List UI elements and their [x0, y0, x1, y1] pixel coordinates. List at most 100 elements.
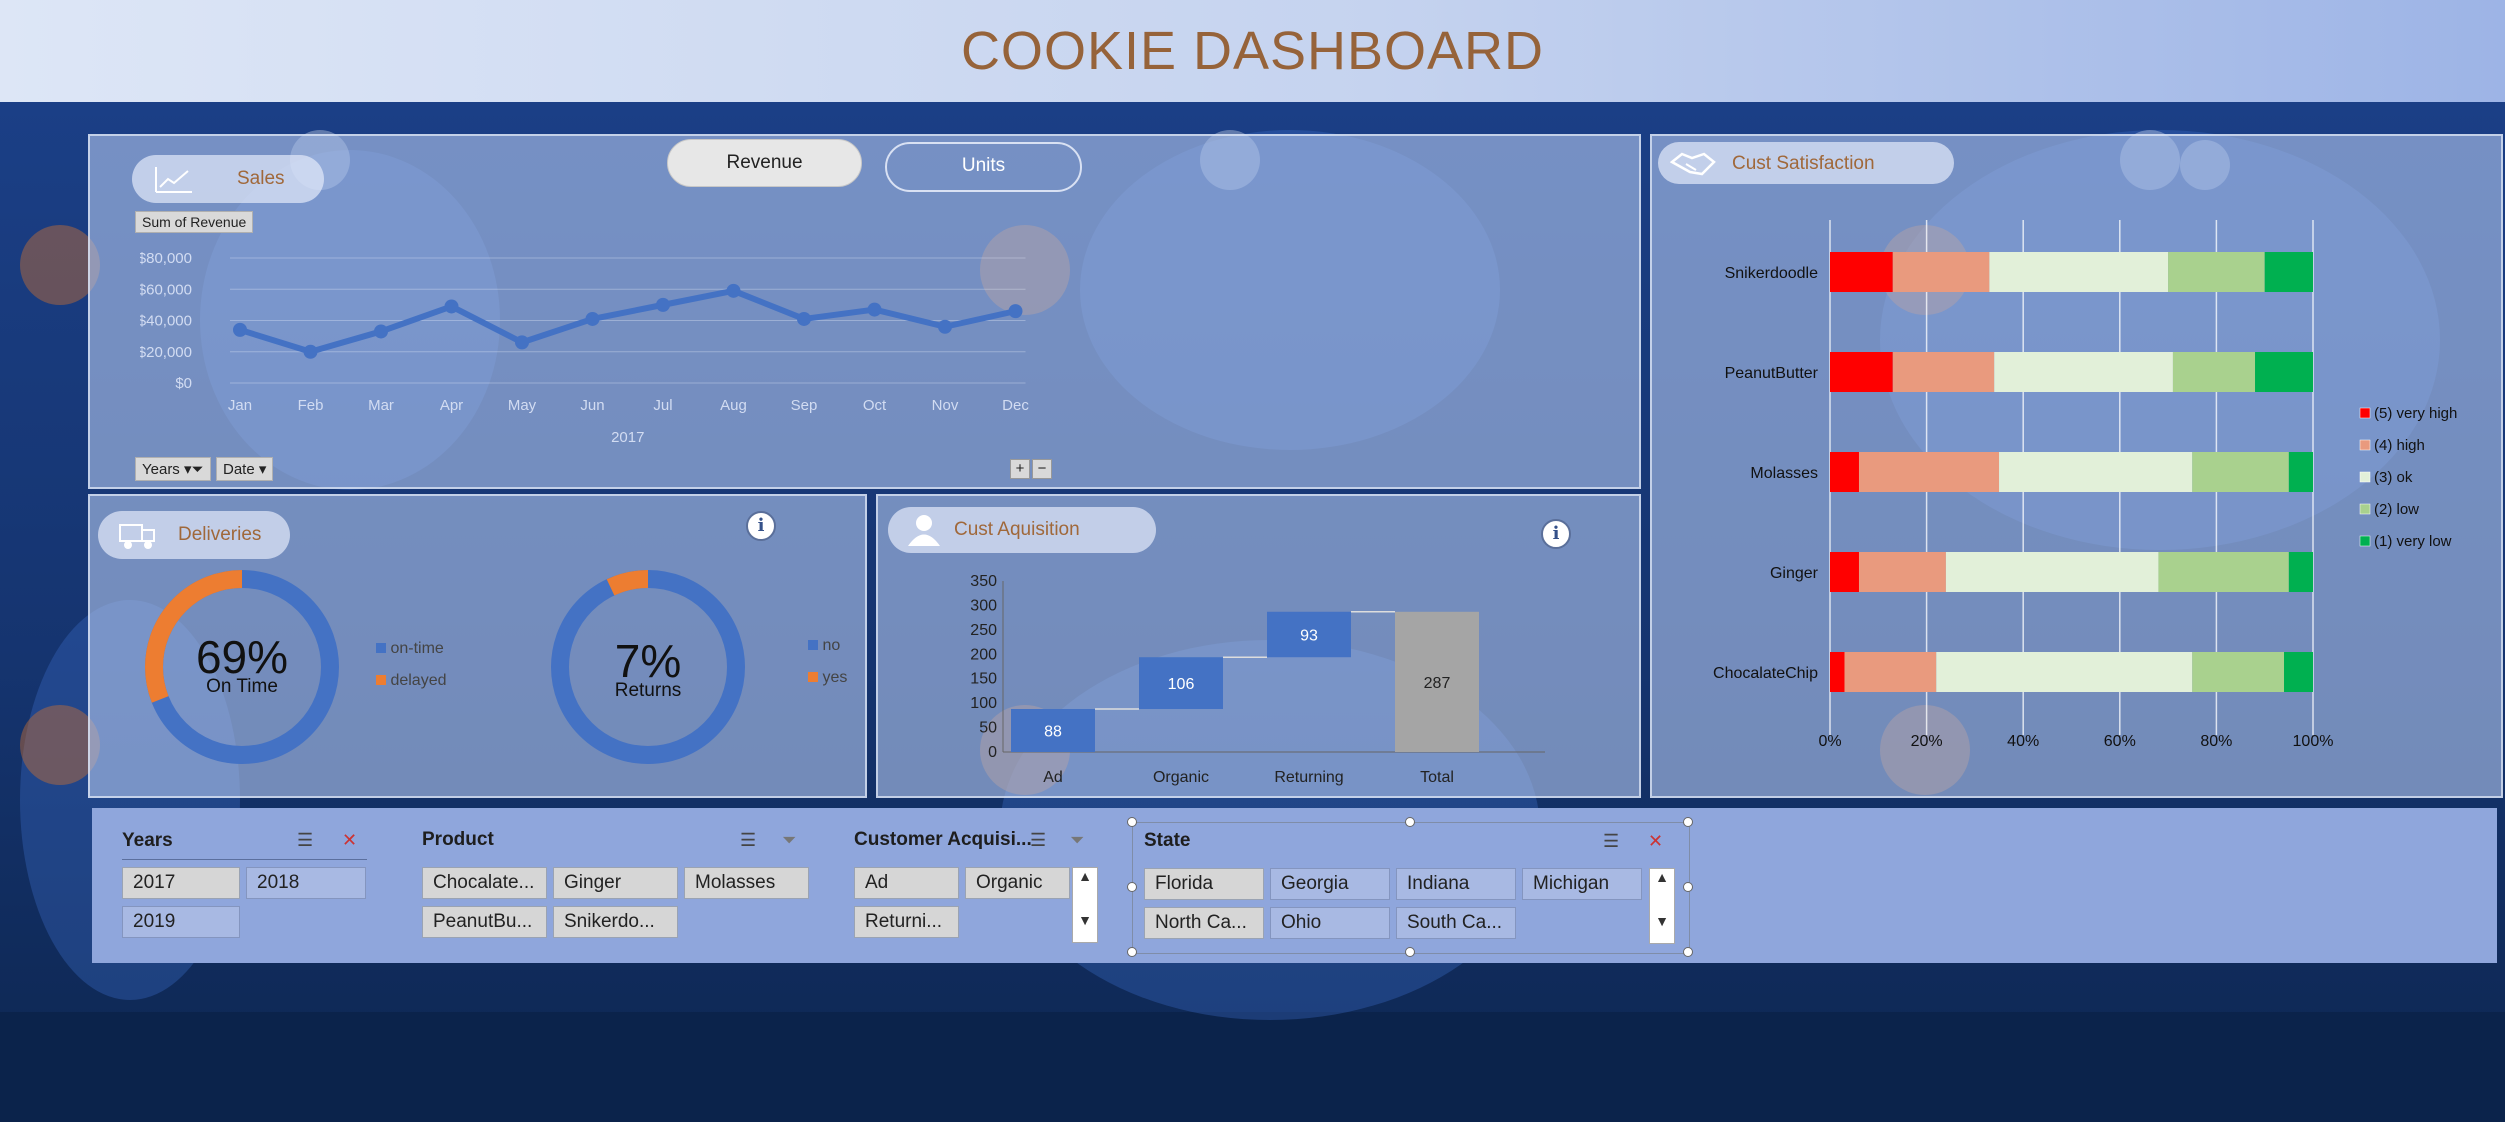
- slicer-item-organic[interactable]: Organic: [965, 867, 1070, 899]
- stacked-segment: [1830, 552, 1859, 592]
- satisfaction-stacked-bar-chart: 0% 20% 40% 60% 80% 100% Snikerdoodle PeanutButt…: [1713, 220, 2457, 750]
- deliveries-info-icon[interactable]: i: [746, 511, 776, 541]
- clear-filter-icon[interactable]: ✕: [1648, 831, 1664, 851]
- data-point: [797, 311, 811, 326]
- sales-header: Sales: [132, 155, 324, 203]
- scroll-up-icon[interactable]: ▲: [1078, 868, 1092, 884]
- x-tick-label: 100%: [2293, 733, 2334, 750]
- product-slicer: Product ☰ ⏷ Chocalate... Ginger Molasses…: [422, 822, 812, 947]
- stacked-segment: [1858, 552, 1946, 592]
- slicer-item-south-carolina[interactable]: South Ca...: [1396, 907, 1516, 939]
- x-tick-label: Jan: [228, 397, 252, 414]
- x-tick-label: Dec: [1002, 397, 1029, 414]
- legend-label: (5) very high: [2374, 405, 2457, 422]
- slicer-item-ad[interactable]: Ad: [854, 867, 959, 899]
- y-tick-label: 150: [970, 671, 997, 688]
- data-label: 106: [1168, 676, 1195, 693]
- multi-select-icon[interactable]: ☰: [1603, 831, 1620, 851]
- legend-swatch: [2359, 503, 2371, 515]
- y-tick-label: 0: [988, 744, 997, 761]
- x-tick-label: Total: [1420, 769, 1454, 786]
- x-tick-label: 80%: [2200, 733, 2232, 750]
- slicer-item-north-carolina[interactable]: North Ca...: [1144, 907, 1264, 939]
- resize-handle[interactable]: [1683, 882, 1693, 892]
- expand-button[interactable]: +: [1010, 459, 1030, 479]
- slicer-divider: [122, 859, 367, 860]
- legend-swatch: [2359, 439, 2371, 451]
- multi-select-icon[interactable]: ☰: [1030, 830, 1047, 850]
- slicer-item-florida[interactable]: Florida: [1144, 868, 1264, 900]
- legend-label: delayed: [390, 672, 447, 689]
- stacked-segment: [1892, 252, 1990, 292]
- pivot-field-button[interactable]: Sum of Revenue: [135, 211, 254, 233]
- multi-select-icon[interactable]: ☰: [740, 830, 757, 850]
- collapse-button[interactable]: −: [1032, 459, 1052, 479]
- resize-handle[interactable]: [1127, 882, 1137, 892]
- units-toggle-button[interactable]: Units: [885, 142, 1082, 192]
- data-label: 93: [1300, 627, 1318, 644]
- legend-swatch: [376, 675, 386, 685]
- slicer-item-indiana[interactable]: Indiana: [1396, 868, 1516, 900]
- clear-filter-icon[interactable]: ✕: [342, 830, 358, 850]
- multi-select-icon[interactable]: ☰: [297, 830, 314, 850]
- legend-swatch: [808, 672, 818, 682]
- y-tick-label: 250: [970, 622, 997, 639]
- acquisition-info-icon[interactable]: i: [1541, 519, 1571, 549]
- revenue-toggle-button[interactable]: Revenue: [667, 139, 862, 187]
- slicer-item-peanutbutter[interactable]: PeanutBu...: [422, 906, 547, 938]
- scroll-up-icon[interactable]: ▲: [1655, 869, 1669, 885]
- slicer-item-michigan[interactable]: Michigan: [1522, 868, 1642, 900]
- scroll-down-icon[interactable]: ▼: [1655, 913, 1669, 929]
- data-point: [515, 335, 529, 350]
- returns-donut: [551, 570, 745, 764]
- resize-handle[interactable]: [1127, 817, 1137, 827]
- legend-label: on-time: [390, 640, 444, 657]
- slicer-item-chocolatechip[interactable]: Chocalate...: [422, 867, 547, 899]
- x-tick-label: Mar: [368, 397, 394, 414]
- date-filter-button[interactable]: Date ▾: [216, 457, 274, 481]
- clear-filter-icon[interactable]: ⏷: [1070, 830, 1085, 850]
- scroll-down-icon[interactable]: ▼: [1078, 912, 1092, 928]
- resize-handle[interactable]: [1127, 947, 1137, 957]
- resize-handle[interactable]: [1683, 947, 1693, 957]
- x-tick-label: Apr: [440, 397, 463, 414]
- acquisition-label: Cust Aquisition: [954, 519, 1080, 540]
- stacked-segment: [1830, 352, 1893, 392]
- slicer-scrollbar[interactable]: ▲ ▼: [1072, 867, 1098, 943]
- slicer-item-snikerdoodle[interactable]: Snikerdo...: [553, 906, 678, 938]
- y-tick-label: ChocalateChip: [1713, 665, 1818, 682]
- x-tick-label: 60%: [2104, 733, 2136, 750]
- x-tick-label: Feb: [298, 397, 324, 414]
- state-slicer-title: State: [1144, 830, 1191, 851]
- slicer-item-ginger[interactable]: Ginger: [553, 867, 678, 899]
- slicer-item-returning[interactable]: Returni...: [854, 906, 959, 938]
- stacked-segment: [2192, 452, 2289, 492]
- resize-handle[interactable]: [1405, 947, 1415, 957]
- resize-handle[interactable]: [1683, 817, 1693, 827]
- y-tick-label: Ginger: [1770, 565, 1819, 582]
- acquisition-slicer: Customer Acquisi... ☰ ⏷ Ad Organic Retur…: [854, 822, 1104, 947]
- clear-filter-icon[interactable]: ⏷: [782, 830, 797, 850]
- slicer-item-ohio[interactable]: Ohio: [1270, 907, 1390, 939]
- slicer-item-2019[interactable]: 2019: [122, 906, 240, 938]
- truck-icon: [119, 524, 155, 549]
- acquisition-header: Cust Aquisition: [888, 507, 1156, 553]
- stacked-segment: [1989, 252, 2169, 292]
- resize-handle[interactable]: [1405, 817, 1415, 827]
- slicer-item-2018[interactable]: 2018: [246, 867, 366, 899]
- slicer-item-2017[interactable]: 2017: [122, 867, 240, 899]
- slicer-item-georgia[interactable]: Georgia: [1270, 868, 1390, 900]
- data-point: [444, 299, 459, 314]
- slicer-item-molasses[interactable]: Molasses: [684, 867, 809, 899]
- stacked-segment: [2168, 252, 2265, 292]
- state-slicer[interactable]: State ☰ ✕ Florida Georgia Indiana Michig…: [1132, 822, 1690, 954]
- data-point: [726, 283, 741, 298]
- x-tick-label: Jun: [580, 397, 604, 414]
- on-time-caption: On Time: [206, 676, 278, 697]
- y-tick-label: $80,000: [140, 250, 192, 267]
- waterfall-bar: [1395, 611, 1479, 752]
- slicer-scrollbar[interactable]: ▲ ▼: [1649, 868, 1675, 944]
- years-filter-button[interactable]: Years ▾⏷: [135, 457, 211, 481]
- stacked-segment: [1892, 352, 1995, 392]
- y-tick-label: Molasses: [1750, 465, 1818, 482]
